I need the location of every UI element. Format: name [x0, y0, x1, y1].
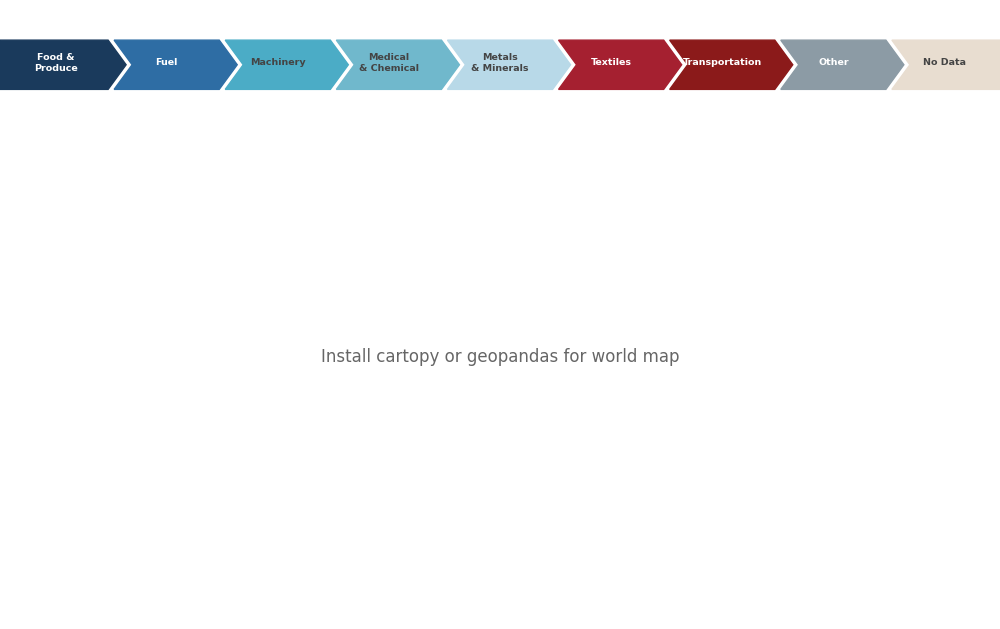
Polygon shape [225, 40, 348, 89]
Polygon shape [336, 40, 459, 89]
Polygon shape [0, 40, 126, 89]
Text: Other: Other [818, 58, 849, 67]
Text: Fuel: Fuel [155, 58, 178, 67]
Polygon shape [892, 40, 1000, 89]
Text: Medical
& Chemical: Medical & Chemical [359, 53, 419, 73]
Polygon shape [114, 40, 237, 89]
Text: Textiles: Textiles [591, 58, 632, 67]
Text: Install cartopy or geopandas for world map: Install cartopy or geopandas for world m… [321, 348, 679, 366]
Polygon shape [781, 40, 904, 89]
Text: Food &
Produce: Food & Produce [34, 53, 77, 73]
Text: Transportation: Transportation [683, 58, 762, 67]
Polygon shape [447, 40, 571, 89]
Polygon shape [670, 40, 793, 89]
Polygon shape [559, 40, 682, 89]
Text: Machinery: Machinery [250, 58, 306, 67]
Text: Metals
& Minerals: Metals & Minerals [471, 53, 529, 73]
Text: No Data: No Data [923, 58, 966, 67]
